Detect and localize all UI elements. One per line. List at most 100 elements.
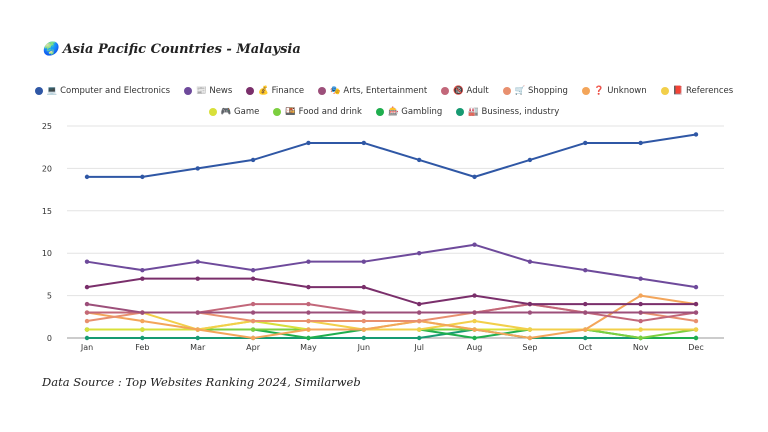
legend-swatch — [34, 87, 43, 95]
data-point — [361, 259, 367, 264]
legend-label: 🏭 Business, industry — [468, 107, 560, 117]
data-point — [140, 335, 145, 341]
data-point — [84, 318, 90, 324]
legend-label: 🎮 Game — [220, 107, 260, 117]
x-tick-label: Apr — [246, 343, 261, 352]
x-tick-label: Mar — [190, 343, 206, 352]
data-point — [416, 327, 422, 332]
x-tick-label: Dec — [688, 343, 703, 352]
legend-label: ❓ Unknown — [593, 86, 647, 96]
series-line — [87, 328, 697, 339]
data-point — [361, 310, 367, 315]
data-point — [638, 140, 643, 146]
legend-item[interactable]: 🎰 Gambling — [375, 107, 442, 117]
data-point — [416, 318, 422, 324]
legend-item[interactable]: 🛒 Shopping — [502, 86, 568, 96]
data-point — [84, 301, 90, 307]
data-point — [140, 318, 145, 324]
data-point — [195, 276, 200, 281]
data-point — [583, 267, 588, 273]
series-line — [87, 311, 696, 331]
data-point — [527, 259, 533, 264]
data-point — [250, 310, 256, 315]
data-point — [140, 327, 145, 332]
data-point — [250, 267, 256, 273]
legend-item[interactable]: 🏭 Business, industry — [456, 107, 559, 117]
data-point — [306, 284, 311, 290]
data-point — [583, 301, 588, 307]
data-point — [416, 157, 422, 163]
data-point — [638, 318, 643, 324]
legend-item[interactable]: 💻 Computer and Electronics — [34, 86, 170, 96]
y-tick-label: 25 — [42, 122, 52, 131]
data-point — [693, 335, 699, 341]
data-point — [527, 310, 533, 315]
data-point — [361, 327, 367, 332]
legend-swatch — [660, 87, 669, 95]
legend-swatch — [502, 87, 511, 95]
legend-item[interactable]: 🎮 Game — [208, 107, 260, 117]
data-point — [306, 259, 311, 264]
data-point — [638, 301, 643, 307]
data-point — [693, 284, 699, 290]
legend-swatch — [318, 87, 327, 95]
data-point — [416, 251, 422, 256]
data-point — [472, 293, 477, 298]
data-point — [638, 276, 643, 281]
data-point — [306, 301, 311, 307]
data-point — [472, 310, 477, 315]
legend-item[interactable]: 🔞 Adult — [441, 86, 489, 96]
data-point — [527, 335, 533, 341]
y-tick-label: 5 — [47, 292, 52, 301]
y-tick-label: 0 — [47, 334, 52, 343]
data-point — [361, 284, 367, 290]
legend-label: 🛒 Shopping — [514, 86, 568, 96]
data-point — [306, 310, 311, 315]
data-point — [195, 327, 200, 332]
data-point — [195, 259, 200, 264]
series-line — [86, 294, 697, 339]
legend-item[interactable]: 🎭 Arts, Entertainment — [318, 86, 427, 96]
legend-swatch — [184, 87, 193, 95]
legend-row-2: 🎮 Game 🍱 Food and drink 🎰 Gambling 🏭 Busine… — [0, 107, 768, 117]
data-point — [84, 335, 90, 341]
series-line — [86, 303, 696, 314]
x-tick-label: Jul — [413, 343, 424, 352]
legend-row-1: 💻 Computer and Electronics 📰 News 💰 Financ… — [0, 86, 768, 96]
data-point — [140, 267, 145, 273]
data-point — [140, 174, 145, 180]
legend-swatch — [208, 108, 217, 116]
data-point — [306, 335, 311, 341]
legend-swatch — [246, 87, 255, 95]
legend-item[interactable]: 🍱 Food and drink — [273, 107, 362, 117]
data-point — [361, 335, 367, 341]
data-point — [84, 174, 90, 180]
x-tick-label: Jun — [357, 343, 371, 352]
y-tick-label: 10 — [42, 249, 52, 258]
legend-item[interactable]: ❓ Unknown — [581, 86, 647, 96]
legend-label: 🍱 Food and drink — [285, 107, 362, 117]
data-point — [583, 310, 588, 315]
data-point — [416, 310, 422, 315]
data-point — [583, 327, 588, 332]
legend-item[interactable]: 📰 News — [184, 86, 232, 96]
data-point — [195, 166, 200, 171]
legend-label: 📕 References — [672, 86, 734, 96]
legend-swatch — [273, 108, 282, 116]
chart-title: 🌏 Asia Pacific Countries - Malaysia — [42, 42, 301, 57]
data-point — [140, 276, 145, 281]
y-tick-label: 15 — [42, 207, 52, 216]
legend-item[interactable]: 💰 Finance — [246, 86, 304, 96]
series-line — [87, 328, 696, 339]
data-point — [250, 318, 256, 324]
data-point — [527, 327, 533, 332]
x-tick-label: Oct — [578, 343, 592, 352]
data-point — [638, 293, 643, 298]
data-point — [472, 174, 477, 180]
data-point — [361, 318, 367, 324]
legend-label: 📰 News — [196, 86, 233, 96]
legend-label: 🔞 Adult — [453, 86, 489, 96]
data-source: Data Source : Top Websites Ranking 2024,… — [42, 375, 361, 389]
data-point — [140, 310, 145, 315]
legend-item[interactable]: 📕 References — [660, 86, 734, 96]
